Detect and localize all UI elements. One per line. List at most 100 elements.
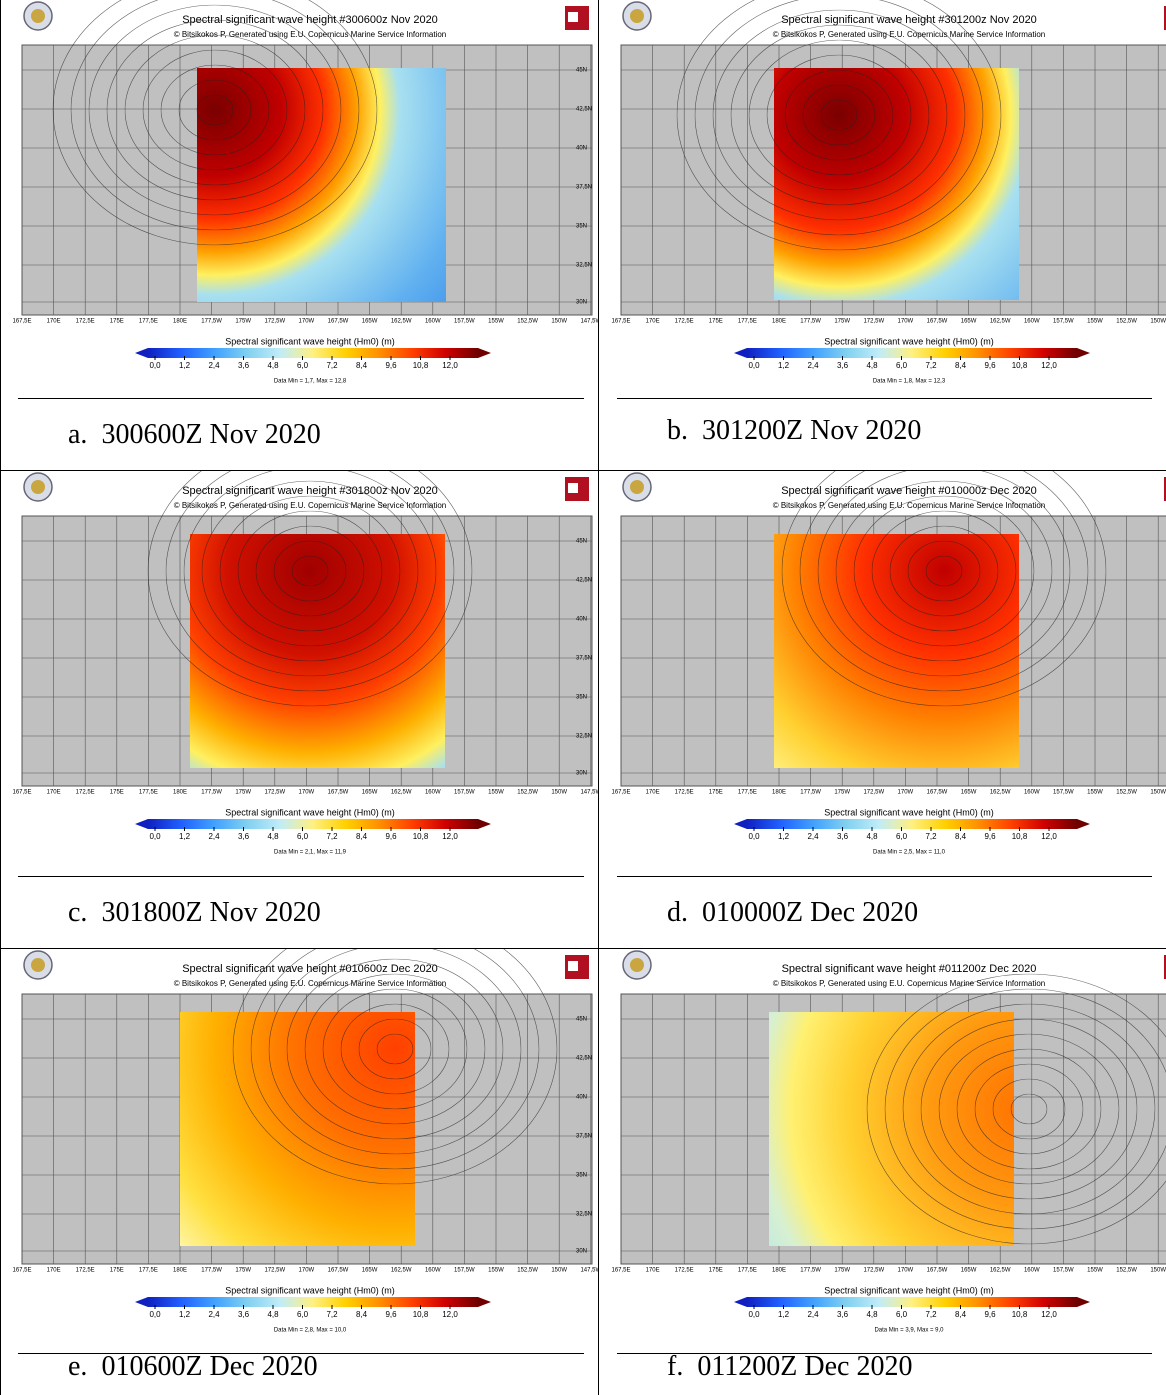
lon-label: 150W	[551, 319, 567, 325]
lon-label: 177,5W	[800, 1268, 821, 1274]
lon-label: 180E	[173, 1268, 187, 1274]
wave-field	[197, 68, 446, 302]
panel-cell: Spectral significant wave height #011200…	[599, 949, 1166, 1395]
lon-label: 157,5W	[1053, 790, 1074, 796]
panel-cell: Spectral significant wave height #010600…	[0, 949, 598, 1395]
colorbar-right-arrow	[478, 348, 491, 358]
lon-label: 175W	[235, 1268, 251, 1274]
colorbar-left-arrow	[734, 348, 747, 358]
lon-label: 155W	[1087, 319, 1103, 325]
lon-label: 152,5W	[1116, 1268, 1137, 1274]
lon-label: 177,5W	[201, 319, 222, 325]
logo-right	[1164, 955, 1166, 979]
lat-label: 35N	[576, 224, 587, 230]
lon-label: 170W	[299, 1268, 315, 1274]
lon-label: 155W	[488, 1268, 504, 1274]
lat-label: 42,5N	[576, 578, 592, 584]
colorbar-tick-label: 1,2	[778, 361, 790, 370]
legend-title: Spectral significant wave height (Hm0) (…	[824, 336, 994, 346]
panel-cell: Spectral significant wave height #300600…	[0, 0, 598, 470]
data-range: Data Min = 3,9, Max = 9,0	[874, 1328, 944, 1334]
colorbar	[148, 819, 478, 829]
colorbar-tick-label: 2,4	[208, 1310, 220, 1319]
colorbar-tick-label: 6,0	[896, 361, 908, 370]
caption-text: 300600Z Nov 2020	[101, 419, 321, 450]
lon-label: 162,5W	[990, 790, 1011, 796]
lon-label: 172,5W	[264, 790, 285, 796]
lon-label: 150W	[551, 790, 567, 796]
colorbar-tick-label: 12,0	[1041, 1310, 1057, 1319]
lon-label: 177,5W	[800, 319, 821, 325]
colorbar-tick-label: 4,8	[267, 361, 279, 370]
colorbar-tick-label: 1,2	[179, 361, 191, 370]
contour	[854, 496, 1034, 646]
caption: f. 011200Z Dec 2020	[667, 1351, 926, 1383]
lon-label: 172,5W	[863, 790, 884, 796]
contour	[148, 471, 472, 706]
colorbar-tick-label: 7,2	[326, 1310, 338, 1319]
contour	[731, 25, 947, 205]
lon-label: 177,5E	[738, 319, 757, 325]
colorbar-tick-label: 8,4	[955, 1310, 967, 1319]
logo-left-inner	[630, 480, 644, 494]
lon-label: 170W	[898, 790, 914, 796]
contour	[749, 40, 929, 190]
colorbar-tick-label: 6,0	[896, 832, 908, 841]
colorbar-tick-label: 3,6	[837, 832, 849, 841]
lon-label: 170E	[47, 790, 61, 796]
colorbar-tick-label: 10,8	[1012, 1310, 1028, 1319]
lat-label: 45N	[576, 1017, 587, 1023]
lon-label: 167,5W	[927, 1268, 948, 1274]
lon-label: 172,5E	[76, 1268, 95, 1274]
colorbar-tick-label: 10,8	[413, 832, 429, 841]
caption-letter: e.	[68, 1351, 88, 1382]
colorbar-tick-label: 4,8	[267, 1310, 279, 1319]
lon-label: 180E	[772, 790, 786, 796]
contour	[269, 949, 521, 1154]
data-range: Data Min = 1,7, Max = 12,8	[274, 379, 347, 385]
lon-label: 170E	[646, 319, 660, 325]
panel-credit: © Bitsikokos P, Generated using E.U. Cop…	[174, 501, 447, 510]
lon-label: 165W	[961, 790, 977, 796]
wave-field	[180, 1012, 415, 1246]
contour	[890, 526, 998, 616]
colorbar-tick-label: 12,0	[442, 832, 458, 841]
lon-label: 152,5W	[1116, 790, 1137, 796]
caption-rule	[617, 398, 1152, 399]
colorbar-tick-label: 8,4	[356, 832, 368, 841]
contour	[71, 0, 359, 230]
wave-map: Spectral significant wave height #301800…	[12, 471, 598, 856]
lon-label: 167,5E	[12, 319, 31, 325]
contour	[800, 471, 1088, 691]
contour	[166, 471, 454, 691]
colorbar-tick-label: 10,8	[413, 361, 429, 370]
contour	[785, 70, 893, 160]
colorbar	[747, 819, 1077, 829]
lon-label: 172,5W	[264, 319, 285, 325]
contour	[782, 471, 1106, 706]
caption: d. 010000Z Dec 2020	[667, 897, 932, 929]
contour	[89, 5, 341, 215]
caption-rule	[617, 1353, 1152, 1354]
colorbar-tick-label: 6,0	[297, 361, 309, 370]
lat-label: 30N	[576, 771, 587, 777]
colorbar-right-arrow	[478, 1297, 491, 1307]
logo-left-inner	[31, 480, 45, 494]
contour	[695, 0, 983, 235]
lon-label: 162,5W	[391, 319, 412, 325]
lon-label: 160W	[425, 790, 441, 796]
lon-label: 167,5E	[611, 790, 630, 796]
caption-rule	[18, 398, 584, 399]
lon-label: 177,5E	[139, 790, 158, 796]
colorbar-tick-label: 8,4	[356, 1310, 368, 1319]
lon-label: 175W	[235, 790, 251, 796]
colorbar-tick-label: 3,6	[837, 361, 849, 370]
lon-label: 165W	[362, 790, 378, 796]
colorbar-tick-label: 4,8	[267, 832, 279, 841]
contour	[803, 85, 875, 145]
wave-map: Spectral significant wave height #010600…	[12, 949, 598, 1334]
caption-letter: a.	[68, 419, 88, 450]
lon-label: 172,5E	[76, 319, 95, 325]
panel-credit: © Bitsikokos P, Generated using E.U. Cop…	[174, 30, 447, 39]
